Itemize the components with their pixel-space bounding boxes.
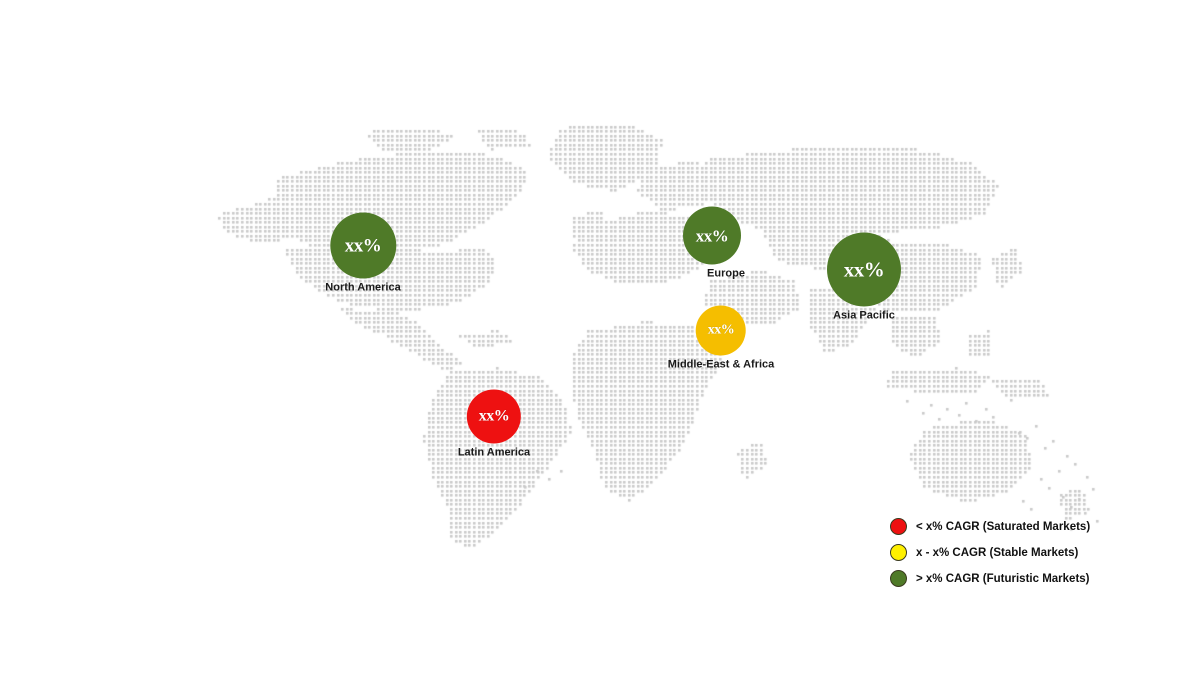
bubble-value: xx% [478,407,510,425]
bubble-value: xx% [707,322,735,338]
bubble-circle: xx% [329,212,396,279]
region-label: Europe [707,267,745,280]
legend: < x% CAGR (Saturated Markets) x - x% CAGR… [890,518,1090,587]
legend-color-dot [890,570,907,587]
bubble-circle: xx% [683,206,741,265]
legend-color-dot [890,518,907,535]
legend-item-stable[interactable]: x - x% CAGR (Stable Markets) [890,544,1090,561]
legend-label: x - x% CAGR (Stable Markets) [916,546,1079,559]
legend-label: < x% CAGR (Saturated Markets) [916,520,1091,533]
region-label: North America [325,281,401,294]
legend-item-saturated[interactable]: < x% CAGR (Saturated Markets) [890,518,1090,535]
region-bubble-middle-east-africa[interactable]: xx% Middle-East & Africa [667,305,775,371]
region-bubble-latin-america[interactable]: xx% Latin America [457,389,531,459]
legend-item-futuristic[interactable]: > x% CAGR (Futuristic Markets) [890,570,1090,587]
region-label: Latin America [457,446,531,459]
region-label: Middle-East & Africa [667,358,775,371]
bubble-circle: xx% [467,389,521,444]
region-bubble-north-america[interactable]: xx% North America [325,212,401,294]
bubble-circle: xx% [696,305,746,356]
bubble-value: xx% [843,257,885,281]
bubble-value: xx% [695,226,729,245]
legend-color-dot [890,544,907,561]
region-label: Asia Pacific [833,309,895,322]
bubble-value: xx% [344,235,382,256]
region-bubble-europe[interactable]: xx% Europe [683,206,745,280]
legend-label: > x% CAGR (Futuristic Markets) [916,572,1090,585]
bubble-circle: xx% [827,232,901,307]
region-bubble-asia-pacific[interactable]: xx% Asia Pacific [827,232,901,322]
